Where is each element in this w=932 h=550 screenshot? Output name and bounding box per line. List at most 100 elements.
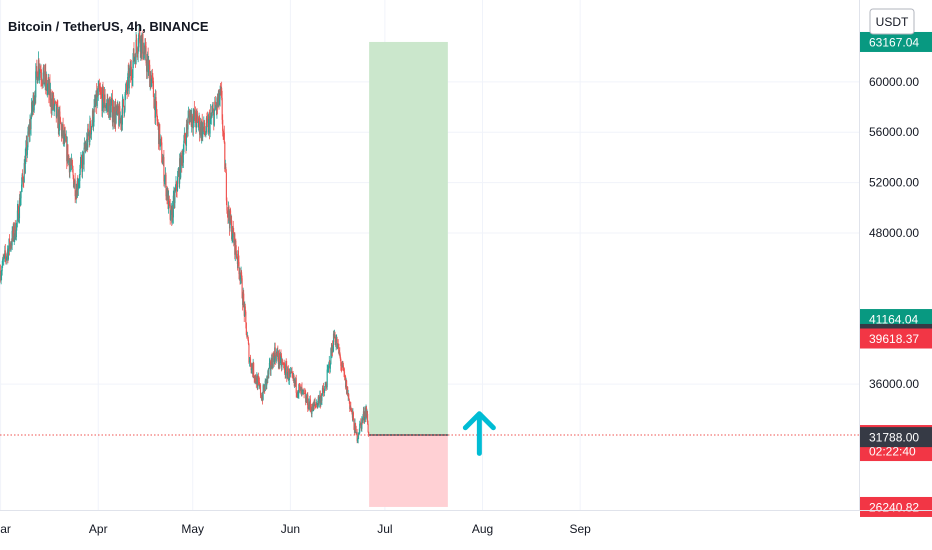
chart-overlays [0, 411, 859, 456]
candle [89, 117, 91, 133]
candle [321, 385, 324, 396]
arrow-up-icon[interactable] [462, 411, 496, 456]
price-tick-label: 48000.00 [869, 226, 919, 240]
candle [303, 387, 305, 399]
candle [225, 169, 227, 206]
candle [156, 109, 158, 126]
candle [67, 144, 69, 167]
candle [231, 215, 233, 241]
candle [222, 114, 224, 137]
candle [121, 94, 123, 131]
candle [5, 253, 7, 265]
time-tick-label: Jul [377, 522, 392, 536]
candle [326, 364, 328, 390]
candle [184, 132, 186, 144]
candle [170, 210, 172, 221]
candle [224, 141, 226, 172]
candle [68, 154, 70, 161]
candle [96, 88, 98, 109]
candle [218, 88, 220, 110]
candle [314, 397, 316, 410]
candle [282, 361, 284, 365]
candle [14, 220, 16, 240]
candle [245, 322, 247, 336]
candle [214, 96, 216, 108]
candle [293, 374, 295, 387]
candle [77, 175, 79, 196]
candle [342, 362, 345, 372]
candle [301, 382, 303, 397]
candle [277, 345, 279, 362]
candle [232, 220, 234, 234]
candle [139, 24, 141, 44]
candle [241, 275, 243, 299]
candle [329, 363, 331, 373]
time-tick-label: Mar [0, 522, 11, 536]
candle [154, 89, 157, 125]
candle [287, 365, 289, 381]
candle [136, 46, 138, 58]
candle [46, 73, 48, 96]
candle [291, 366, 293, 378]
candle [324, 382, 326, 391]
candle [39, 65, 42, 73]
candle [278, 349, 280, 370]
candle [247, 337, 249, 346]
position-tool[interactable] [369, 41, 448, 507]
candle [122, 98, 125, 108]
candle [222, 128, 224, 140]
candle [322, 382, 325, 397]
time-tick-label: Sep [569, 522, 591, 536]
candle [295, 374, 297, 398]
candle [69, 157, 71, 179]
candle [16, 219, 18, 231]
price-tag-value: 41164.04 [869, 313, 918, 327]
price-tag: 31788.00 [860, 427, 932, 448]
candle [161, 137, 163, 163]
candle [221, 81, 223, 101]
candlestick-series [0, 24, 370, 444]
candle [368, 431, 370, 437]
candle [126, 80, 128, 96]
candle [59, 116, 62, 124]
candle [124, 91, 126, 113]
candle [144, 38, 147, 48]
currency-badge[interactable]: USDT [869, 8, 915, 35]
candle [269, 359, 272, 376]
candle [151, 69, 153, 87]
price-tick-label: 60000.00 [869, 75, 919, 89]
candle [315, 404, 317, 408]
candle [53, 103, 55, 117]
candle [298, 383, 300, 391]
candle [357, 432, 359, 444]
time-tick-label: Apr [89, 522, 108, 536]
candle [26, 145, 28, 159]
candle [348, 393, 350, 400]
candle [90, 125, 92, 140]
candle [71, 157, 73, 166]
candle [288, 368, 290, 385]
candle [157, 115, 159, 127]
profit-zone [369, 41, 448, 436]
candle [110, 93, 112, 113]
candle [349, 401, 351, 412]
candle [81, 150, 84, 179]
time-axis[interactable]: Mar Apr May Jun Jul Aug Sep [0, 510, 932, 550]
time-tick-label: Aug [472, 522, 493, 536]
candle [64, 126, 66, 137]
candle [94, 94, 96, 113]
candle [257, 372, 259, 386]
candle [238, 255, 240, 280]
candle [363, 407, 365, 424]
candle [143, 42, 145, 60]
price-axis[interactable]: 36000.00 48000.00 52000.00 56000.00 60000.00… [859, 0, 932, 517]
candle [168, 190, 170, 214]
candle [223, 125, 225, 144]
candle [251, 362, 253, 369]
candle [43, 64, 45, 85]
candle [22, 176, 24, 187]
candle [358, 433, 360, 440]
candle [150, 78, 152, 88]
candle [248, 342, 250, 364]
